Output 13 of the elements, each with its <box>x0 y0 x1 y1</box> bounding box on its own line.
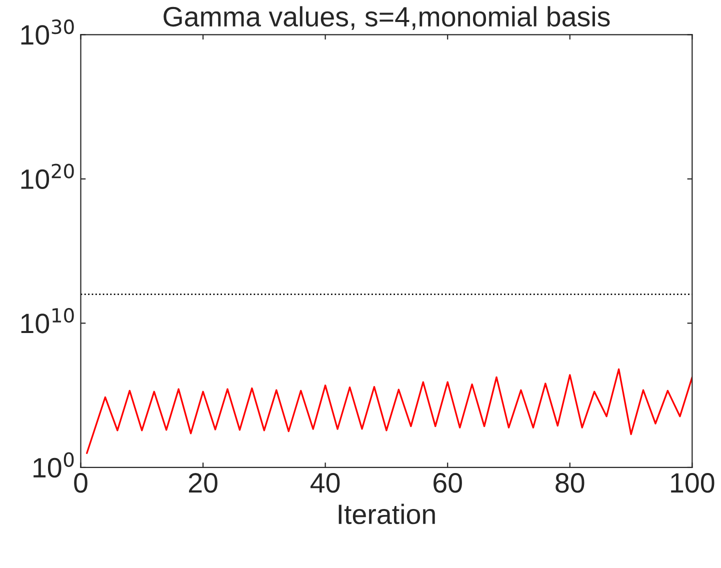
x-tick-label: 100 <box>671 473 714 493</box>
x-tick-label: 20 <box>188 473 218 493</box>
line-series <box>86 368 692 454</box>
y-tick-label: 10$^{0}$ <box>34 452 74 478</box>
chart-title: Gamma values, s=4,monomial basis <box>164 6 610 30</box>
x-tick-label: 40 <box>310 473 340 493</box>
x-tick-label: 60 <box>434 473 462 493</box>
y-tick-label: 10$^{20}$ <box>21 164 74 190</box>
x-tick-label: 80 <box>556 473 584 493</box>
x-tick-label: 0 <box>74 473 88 493</box>
y-tick-label: 10$^{30}$ <box>21 19 74 45</box>
y-tick-label: 10$^{10}$ <box>21 308 74 334</box>
x-axis-title: Iteration <box>338 504 435 524</box>
